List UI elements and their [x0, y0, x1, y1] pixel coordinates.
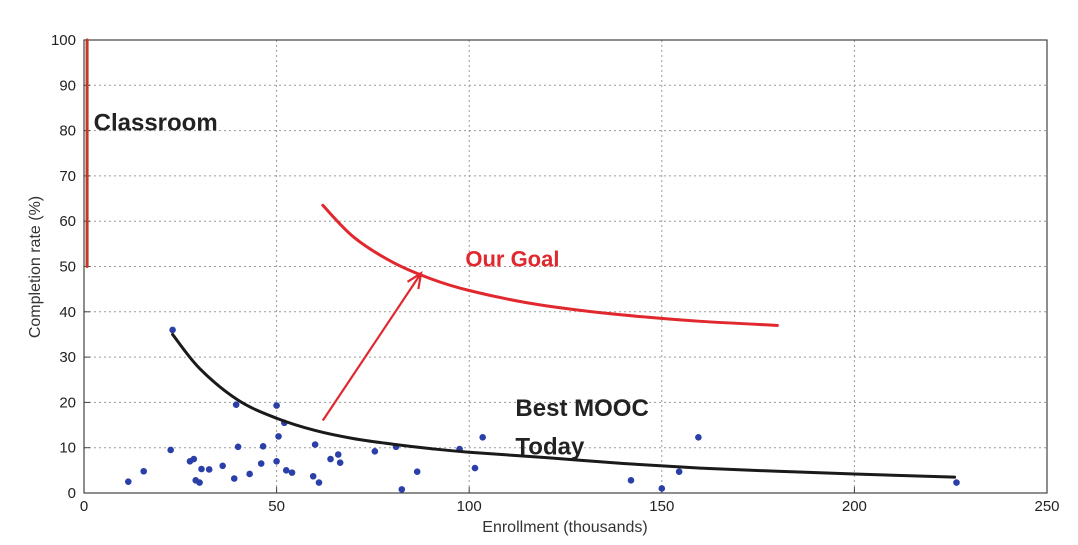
y-tick-label: 40 [59, 304, 76, 321]
x-axis-title: Enrollment (thousands) [482, 519, 647, 536]
data-point [124, 478, 132, 485]
x-tick-label: 100 [457, 498, 482, 515]
data-point [413, 468, 421, 476]
data-point [234, 443, 242, 451]
grid [84, 40, 1047, 493]
annotation-label: Today [515, 433, 585, 460]
data-point [273, 457, 280, 465]
data-point [695, 433, 702, 441]
data-point [169, 326, 176, 334]
data-point [167, 446, 174, 454]
data-point [311, 441, 319, 448]
y-tick-label: 100 [51, 32, 76, 49]
x-tick-label: 0 [80, 498, 88, 515]
data-point [140, 467, 148, 475]
goal-arrow-head [406, 271, 423, 290]
data-point [658, 485, 666, 492]
y-tick-label: 70 [59, 168, 76, 185]
data-point [627, 477, 635, 484]
data-point [205, 466, 213, 473]
data-point [196, 479, 203, 486]
x-tick-label: 150 [649, 498, 674, 515]
data-point [190, 455, 198, 463]
annotation-label: Best MOOC [515, 395, 648, 422]
data-point [675, 468, 683, 476]
data-point [257, 460, 265, 467]
data-point [315, 479, 323, 486]
data-point [336, 459, 344, 466]
data-point [219, 462, 226, 470]
data-point [479, 433, 486, 441]
data-point [309, 472, 317, 480]
data-point [953, 479, 960, 486]
data-point [288, 469, 296, 476]
data-point [230, 475, 238, 482]
x-tick-label: 50 [268, 498, 285, 515]
y-tick-label: 90 [59, 77, 76, 94]
y-axis-ticks: 0 10 20 30 40 50 60 70 80 90 100 [51, 32, 90, 502]
data-point [371, 448, 379, 455]
data-point [471, 464, 479, 472]
data-point [327, 455, 334, 463]
fit-curve-2 [321, 203, 779, 327]
data-point [334, 451, 342, 458]
y-tick-label: 0 [68, 485, 76, 502]
data-point [273, 402, 280, 409]
data-point [259, 443, 267, 450]
data-point [398, 486, 406, 493]
goal-arrow-shaft [321, 272, 422, 422]
data-point [246, 470, 253, 478]
x-tick-label: 200 [842, 498, 867, 515]
data-point [198, 465, 205, 473]
series-layer [85, 38, 960, 493]
y-tick-label: 30 [59, 349, 76, 366]
data-point [275, 433, 282, 440]
annotation-label: Classroom [94, 110, 218, 137]
y-tick-label: 10 [59, 440, 76, 457]
data-point [282, 467, 290, 474]
annotation-label: Our Goal [465, 247, 559, 272]
annotations: Classroom Our Goal Best MOOC Today [94, 110, 649, 461]
x-tick-label: 250 [1034, 498, 1059, 515]
x-axis-ticks: 0 50 100 150 200 250 [80, 487, 1060, 515]
y-axis-title: Completion rate (%) [27, 196, 44, 338]
y-tick-label: 80 [59, 123, 76, 140]
y-tick-label: 20 [59, 394, 76, 411]
fit-curve-1 [171, 332, 957, 479]
data-point [232, 401, 240, 408]
y-tick-label: 60 [59, 213, 76, 230]
y-tick-label: 50 [59, 259, 76, 276]
